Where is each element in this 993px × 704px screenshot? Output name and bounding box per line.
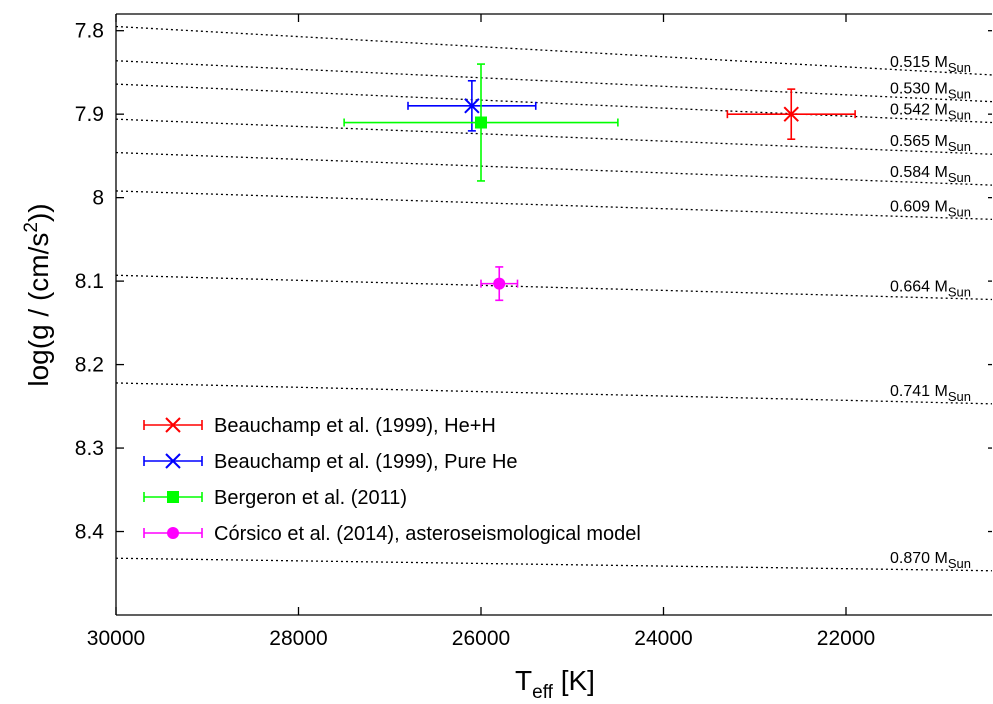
x-tick-label: 30000 xyxy=(87,627,145,650)
y-tick-label: 8.2 xyxy=(75,354,104,377)
mass-track-label: 0.515 MSun xyxy=(890,54,971,75)
legend-label: Bergeron et al. (2011) xyxy=(214,487,407,509)
marker-circle xyxy=(493,277,506,290)
y-axis-title: log(g / (cm/s2)) xyxy=(21,203,54,386)
mass-track-line xyxy=(115,151,993,186)
x-tick-label: 22000 xyxy=(817,627,875,650)
legend-entry: Beauchamp et al. (1999), Pure He xyxy=(143,451,518,473)
marker-circle xyxy=(167,527,179,539)
mass-track-label: 0.584 MSun xyxy=(890,164,971,185)
legend-label: Córsico et al. (2014), asteroseismologic… xyxy=(214,523,641,545)
y-axis-ticks: 7.8 7.9 8 8.1 8.2 8.3 8.4 xyxy=(75,20,992,544)
legend-entry: Córsico et al. (2014), asteroseismologic… xyxy=(143,523,641,545)
marker-square xyxy=(475,116,487,129)
mass-track-line xyxy=(115,60,993,103)
marker-square xyxy=(167,491,179,503)
mass-track-line xyxy=(115,557,993,572)
mass-track-line xyxy=(115,83,993,124)
mass-track-label: 0.609 MSun xyxy=(890,198,971,219)
data-point xyxy=(726,88,856,141)
data-point xyxy=(480,266,519,302)
legend-label: Beauchamp et al. (1999), He+H xyxy=(214,415,496,437)
mass-track-line xyxy=(115,25,993,76)
mass-track-line xyxy=(115,190,993,220)
legend-entry: Beauchamp et al. (1999), He+H xyxy=(143,415,496,437)
data-point xyxy=(343,63,619,182)
x-axis-ticks: 30000 28000 26000 24000 22000 xyxy=(87,14,875,650)
data-points xyxy=(343,63,856,302)
y-tick-label: 8.1 xyxy=(75,270,104,293)
mass-track-line xyxy=(115,274,993,301)
legend: Beauchamp et al. (1999), He+H Beauchamp e… xyxy=(143,415,641,545)
y-tick-label: 8.3 xyxy=(75,437,104,460)
marker-x-stroke xyxy=(165,453,181,469)
marker-x-stroke xyxy=(165,417,181,433)
marker-x-stroke xyxy=(464,98,480,114)
mass-track-line xyxy=(115,118,993,155)
x-tick-label: 24000 xyxy=(634,627,692,650)
x-tick-label: 26000 xyxy=(452,627,510,650)
mass-track-line xyxy=(115,382,993,405)
y-tick-label: 7.9 xyxy=(75,103,104,126)
y-tick-label: 8 xyxy=(92,187,104,210)
mass-track-label: 0.565 MSun xyxy=(890,133,971,154)
mass-track-label: 0.542 MSun xyxy=(890,102,971,123)
mass-track-label: 0.870 MSun xyxy=(890,550,971,571)
data-point xyxy=(407,79,537,132)
x-tick-label: 28000 xyxy=(269,627,327,650)
mass-track-label: 0.741 MSun xyxy=(890,383,971,404)
legend-label: Beauchamp et al. (1999), Pure He xyxy=(214,451,518,473)
mass-track-label: 0.664 MSun xyxy=(890,278,971,299)
legend-entry: Bergeron et al. (2011) xyxy=(143,487,407,509)
y-tick-label: 8.4 xyxy=(75,521,105,544)
y-tick-label: 7.8 xyxy=(75,20,104,43)
x-axis-title: Teff [K] xyxy=(515,665,595,703)
mass-tracks xyxy=(115,25,993,572)
mass-track-label: 0.530 MSun xyxy=(890,81,971,102)
marker-x-stroke xyxy=(783,106,799,122)
